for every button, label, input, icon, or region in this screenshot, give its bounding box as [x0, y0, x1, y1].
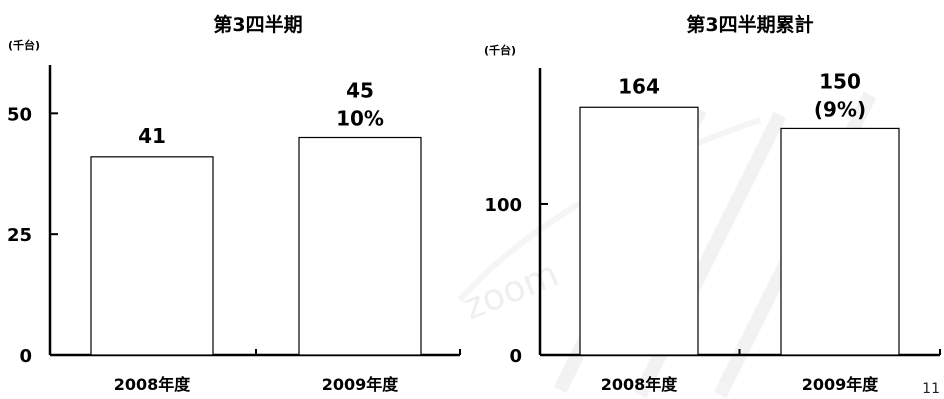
x-category-label: 2008年度: [601, 375, 679, 394]
y-unit-label: (千台): [8, 38, 40, 52]
y-unit-label: (千台): [484, 43, 516, 57]
y-tick-label: 50: [7, 104, 32, 125]
data-label: 41: [138, 124, 166, 148]
y-tick-label: 100: [484, 195, 522, 216]
y-tick-label: 0: [19, 346, 32, 367]
x-category-label: 2009年度: [802, 375, 880, 394]
chart-quarter3-cumulative: 第3四半期累計 (千台) 0 100 2008年度 164 2009年度 (9%) 150: [484, 13, 941, 394]
bar: [298, 136, 422, 356]
bar: [780, 127, 900, 356]
data-label: 150: [819, 69, 861, 93]
watermark-text: zoom: [458, 254, 564, 329]
data-label: 45: [346, 79, 374, 103]
bar: [90, 156, 214, 356]
data-label: 164: [618, 74, 660, 98]
page-number: 11: [922, 381, 940, 397]
y-tick-label: 0: [509, 346, 522, 367]
change-label: 10%: [336, 107, 384, 131]
y-tick-label: 25: [7, 225, 32, 246]
chart-title: 第3四半期: [213, 13, 302, 36]
chart-title: 第3四半期累計: [686, 13, 813, 36]
x-category-label: 2009年度: [322, 375, 400, 394]
change-label: (9%): [814, 97, 866, 121]
x-category-label: 2008年度: [114, 375, 192, 394]
chart-quarter3: 第3四半期 (千台) 0 25 50 2008年度 41 2009年度 10% 45: [7, 13, 461, 394]
bar: [579, 106, 699, 356]
